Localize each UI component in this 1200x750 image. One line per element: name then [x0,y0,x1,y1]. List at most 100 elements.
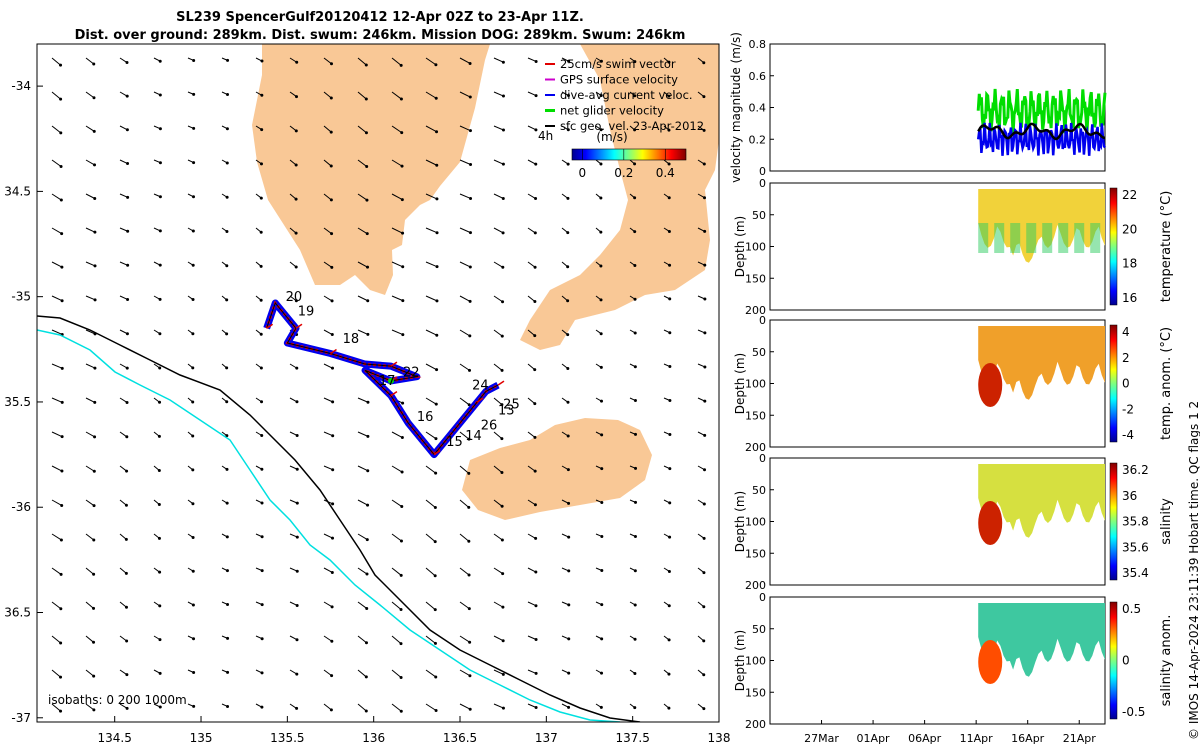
velocity-vector-head [226,93,230,97]
velocity-vector-head [667,229,671,233]
velocity-vector-head [59,607,63,611]
velocity-vector-head [365,232,369,236]
velocity-vector-head [667,94,671,98]
velocity-vector-head [158,161,162,165]
time-tick-label: 21Apr [1063,732,1097,745]
velocity-vector [391,57,402,66]
panel-colorbar [1109,462,1118,581]
velocity-vector-head [567,535,571,539]
swim-vector [433,449,441,456]
colorbar-tick-label: 36.2 [1122,463,1149,477]
velocity-vector-head [59,709,63,713]
velocity-vector-head [225,501,229,505]
velocity-vector-head [365,606,369,610]
velocity-vector-head [401,401,405,405]
velocity-vector-head [703,365,707,369]
velocity-vector-head [468,95,472,99]
velocity-vector [357,227,368,235]
velocity-vector [425,669,437,678]
velocity-vector-head [364,131,368,135]
velocity-vector-head [259,196,263,200]
section-streak [978,223,989,253]
panel-y-tick-label: 0 [759,591,766,604]
velocity-vector [51,193,62,201]
velocity-vector [493,703,504,709]
velocity-vector-head [668,399,672,403]
velocity-vector [323,295,333,302]
velocity-vector-head [501,265,505,269]
velocity-vector-head [501,639,505,643]
velocity-vector [459,159,471,165]
velocity-vector [425,465,436,474]
velocity-vector [493,669,504,675]
time-tick-label: 16Apr [1011,732,1045,745]
velocity-vector-head [295,467,299,471]
velocity-vector-head [226,602,230,606]
colorbar-tick-label: 0.5 [1122,602,1141,616]
velocity-vector [391,159,403,167]
panel-y-tick-label: 0.8 [749,38,767,51]
legend-entry: 25cm/s swim vector [560,57,676,71]
velocity-vector-head [468,265,472,269]
map-frame [36,43,720,723]
velocity-vector-head [226,704,230,708]
velocity-vector-head [401,231,405,235]
velocity-vector-head [534,638,538,642]
velocity-vector-head [435,265,439,269]
velocity-vector-head [260,433,264,437]
velocity-vector [51,397,63,403]
section-fill [978,326,1105,400]
velocity-vector-head [468,368,472,372]
velocity-vector-head [500,471,504,475]
velocity-vector-head [399,573,403,577]
velocity-vector [391,227,403,234]
velocity-vector-head [126,297,130,301]
velocity-vector-head [93,197,97,201]
velocity-vector-head [366,299,370,303]
velocity-vector-head [501,231,505,235]
velocity-vector-head [59,641,63,645]
velocity-vector-head [225,127,229,131]
velocity-vector-head [294,265,298,269]
velocity-vector-head [702,571,706,575]
velocity-vector-head [467,573,471,577]
velocity-vector-head [366,400,370,404]
velocity-vector-head [599,705,603,709]
map-x-tick-label: 135 [190,731,213,745]
velocity-vector-head [467,437,471,441]
velocity-vector [323,363,333,369]
velocity-vector-head [702,605,706,609]
panel-y-tick-label: 50 [752,346,766,359]
panel-y-tick-label: 100 [745,516,766,529]
panel-y-tick-label: 200 [745,441,766,454]
panel-y-tick-label: 100 [745,655,766,668]
velocity-vector-head [158,570,162,574]
velocity-vector-head [92,504,96,508]
velocity-vector [391,669,402,678]
panel-colorbar-label: salinity [1159,498,1174,545]
velocity-vector-head [124,605,128,609]
section-fill [978,603,1105,677]
velocity-vector-head [157,434,161,438]
map-y-axis: -34 34.5 -35 35.5 -36 36.5 -37 [4,79,43,725]
velocity-vector [51,91,61,100]
velocity-vector [493,601,504,608]
velocity-vector-head [567,501,571,505]
velocity-vector-head [295,706,299,710]
velocity-vector [391,635,402,644]
velocity-vector-head [158,229,162,233]
velocity-vector-head [59,97,63,101]
velocity-vector-head [534,570,538,574]
panel-colorbar [1109,601,1118,720]
velocity-vector [459,499,470,508]
velocity-vector [357,261,368,268]
velocity-vector-head [566,367,570,371]
velocity-vector [459,567,470,576]
velocity-vector-head [468,231,472,235]
track-day-label: 22 [403,366,420,381]
colorbar-tick-label: 18 [1122,257,1137,271]
velocity-vector-head [331,468,335,472]
velocity-vector [85,431,95,438]
velocity-vector-head [191,502,195,506]
fleurieu-peninsula [640,44,719,110]
